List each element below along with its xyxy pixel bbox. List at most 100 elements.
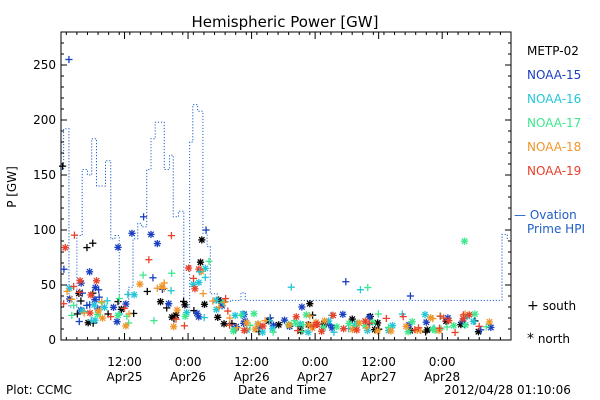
north-point	[191, 285, 199, 293]
south-point	[180, 322, 189, 330]
north-point	[98, 314, 107, 322]
footer-left: Plot: CCMC	[6, 383, 72, 397]
north-point	[86, 309, 94, 317]
south-point	[363, 324, 371, 332]
north-point	[147, 230, 155, 238]
north-point	[387, 327, 395, 335]
south-label: south	[542, 299, 577, 313]
south-point	[73, 310, 81, 318]
north-point	[91, 284, 99, 292]
north-point	[122, 300, 130, 308]
north-point	[471, 310, 479, 318]
north-point	[318, 327, 326, 335]
south-point	[205, 257, 213, 265]
north-point	[306, 300, 314, 308]
north-point	[445, 317, 453, 325]
south-point	[414, 324, 423, 332]
north-point	[173, 306, 181, 314]
north-point	[240, 326, 248, 335]
north-point	[348, 315, 356, 323]
south-point	[179, 297, 188, 306]
south-point	[77, 297, 85, 305]
south-point	[172, 315, 180, 323]
south-point	[382, 314, 390, 323]
legend-noaa-18: NOAA-18	[527, 140, 582, 154]
south-point	[443, 323, 451, 331]
legend-noaa-15: NOAA-15	[527, 68, 582, 82]
north-point	[128, 229, 136, 237]
north-point	[136, 280, 144, 288]
north-point	[90, 301, 98, 309]
y-tick-label: 100	[33, 223, 56, 237]
north-point	[91, 316, 99, 324]
north-point	[339, 310, 347, 318]
x-tick-date: Apr26	[170, 370, 206, 384]
south-point	[160, 279, 168, 287]
north-point	[184, 264, 193, 272]
north-point	[85, 268, 94, 276]
north-point	[181, 312, 189, 320]
north-point	[76, 277, 84, 285]
x-tick-date: Apr27	[361, 370, 397, 384]
north-point	[94, 307, 103, 315]
north-point	[355, 319, 363, 327]
north-point	[423, 326, 431, 334]
south-point	[124, 290, 132, 299]
north-point	[388, 321, 397, 330]
north-point	[61, 244, 69, 252]
south-point	[145, 256, 153, 264]
south-point	[150, 317, 158, 325]
north-point	[485, 318, 494, 326]
south-point	[309, 322, 317, 330]
north-point	[302, 311, 310, 319]
south-point	[451, 328, 459, 337]
north-point	[92, 277, 101, 285]
south-point	[68, 295, 76, 303]
south-point	[143, 287, 151, 296]
x-tick-date: Apr27	[297, 370, 333, 384]
south-point	[70, 282, 78, 291]
south-point	[76, 288, 84, 296]
footer-right: 2012/04/28 01:10:06	[444, 383, 571, 397]
south-point	[287, 283, 295, 291]
south-point	[435, 324, 444, 332]
south-point	[139, 271, 147, 279]
y-tick-label: 0	[48, 333, 56, 347]
south-point	[482, 323, 490, 331]
legend-noaa-17: NOAA-17	[527, 116, 582, 130]
south-point	[196, 268, 204, 276]
north-point	[465, 311, 473, 319]
footer-center: Date and Time	[238, 383, 327, 397]
north-point	[181, 301, 189, 309]
legend-metp-02: METP-02	[527, 44, 579, 58]
north-point	[100, 303, 109, 312]
south-point	[201, 273, 209, 282]
north-point	[201, 264, 209, 272]
north-point	[421, 310, 429, 319]
north-point	[158, 282, 166, 291]
y-tick-label: 250	[33, 58, 56, 72]
south-point	[89, 239, 97, 247]
north-point	[459, 315, 467, 323]
south-point	[167, 287, 175, 295]
south-point	[70, 301, 78, 310]
south-point	[364, 283, 372, 292]
north-point	[195, 313, 203, 321]
x-tick-date: Apr25	[107, 370, 143, 384]
south-point	[70, 231, 79, 239]
ovation-legend-line2: Prime HPI	[527, 222, 585, 236]
north-point	[156, 298, 165, 306]
north-point	[469, 317, 478, 326]
south-point	[342, 278, 350, 286]
legend-noaa-16: NOAA-16	[527, 92, 582, 106]
ovation-legend: — Ovation Prime HPI	[514, 208, 585, 236]
north-point	[114, 243, 122, 251]
ovation-line	[61, 104, 508, 308]
north-point	[427, 314, 435, 322]
chart-title: Hemispheric Power [GW]	[191, 13, 379, 31]
north-point	[170, 323, 178, 331]
x-tick-time: 0:00	[302, 355, 329, 369]
y-tick-label: 150	[33, 168, 56, 182]
north-point	[361, 317, 369, 325]
north-point	[408, 318, 416, 326]
